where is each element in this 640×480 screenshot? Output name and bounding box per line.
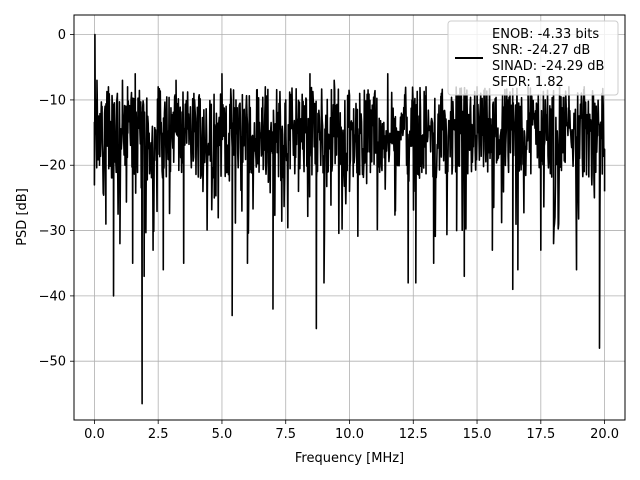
y-tick-label: −40 bbox=[39, 289, 66, 304]
y-tick-label: −30 bbox=[39, 224, 66, 239]
legend-box bbox=[447, 20, 619, 96]
x-tick-label: 17.5 bbox=[526, 427, 555, 442]
y-axis-label: PSD [dB] bbox=[15, 188, 30, 246]
x-tick-label: 15.0 bbox=[463, 427, 492, 442]
x-tick-label: 0.0 bbox=[84, 427, 105, 442]
legend-line-enob: ENOB: -4.33 bits bbox=[492, 27, 599, 42]
y-tick-label: 0 bbox=[58, 28, 66, 43]
y-tick-label: −20 bbox=[39, 159, 66, 174]
x-axis-label: Frequency [MHz] bbox=[295, 451, 404, 466]
psd-series-line bbox=[93, 33, 606, 405]
legend: ENOB: -4.33 bits SNR: -24.27 dB SINAD: -… bbox=[447, 20, 619, 96]
legend-line-sinad: SINAD: -24.29 dB bbox=[492, 59, 604, 74]
x-tick-label: 12.5 bbox=[399, 427, 428, 442]
y-tick-label: −10 bbox=[39, 93, 66, 108]
x-tick-label: 7.5 bbox=[275, 427, 296, 442]
axis-ticks: 0.0 2.5 5.0 7.5 10.0 12.5 15.0 17.5 20.0 0 −10 −20 −… bbox=[39, 28, 620, 442]
y-tick-label: −50 bbox=[39, 355, 66, 370]
legend-line-sfdr: SFDR: 1.82 bbox=[492, 75, 564, 90]
x-tick-label: 5.0 bbox=[212, 427, 233, 442]
legend-line-snr: SNR: -24.27 dB bbox=[492, 43, 590, 58]
x-tick-label: 20.0 bbox=[590, 427, 619, 442]
data-series bbox=[93, 33, 606, 405]
x-tick-label: 2.5 bbox=[148, 427, 169, 442]
x-tick-label: 10.0 bbox=[335, 427, 364, 442]
